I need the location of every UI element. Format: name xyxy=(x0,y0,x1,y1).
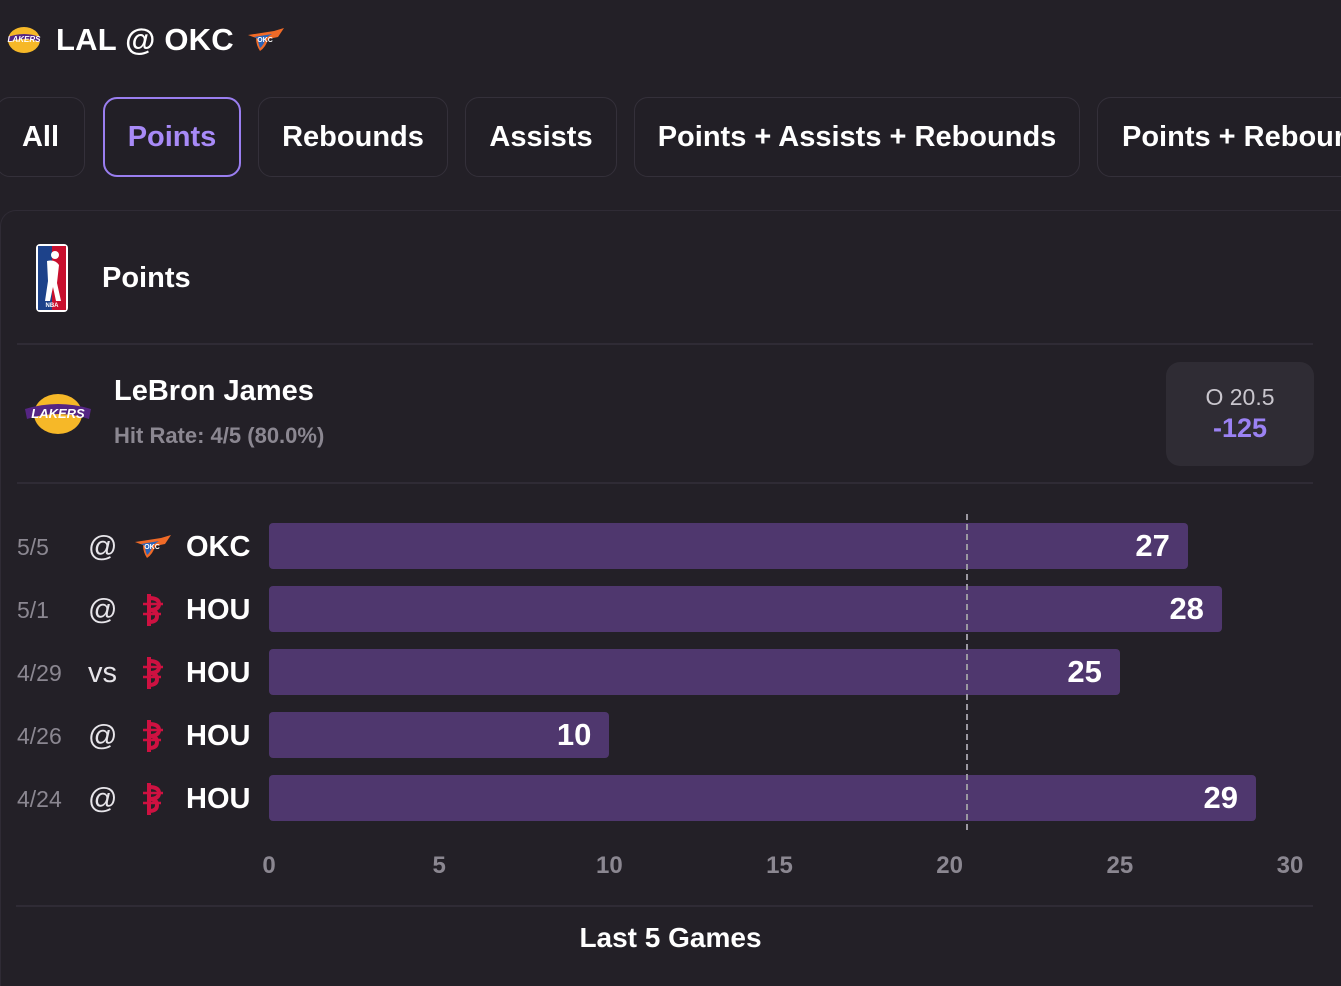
lakers-logo-icon: LAKERS xyxy=(8,27,42,53)
tab-label: Points xyxy=(127,120,217,153)
game-location: vs xyxy=(88,656,117,689)
chart-footer-label: Last 5 Games xyxy=(579,922,762,953)
rockets-logo-icon xyxy=(133,716,173,756)
nba-logo-icon: NBA xyxy=(36,244,68,312)
x-tick-label: 15 xyxy=(766,852,793,879)
hit-rate: Hit Rate: 4/5 (80.0%) xyxy=(114,423,325,448)
x-tick-label: 0 xyxy=(262,852,276,879)
game-location: @ xyxy=(88,782,118,815)
points-bar[interactable]: 27 xyxy=(269,523,1188,569)
player-divider xyxy=(17,482,1313,484)
x-tick-label: 25 xyxy=(1106,852,1134,879)
tab-label: All xyxy=(21,120,60,153)
tab-points-rebounds[interactable]: Points + Rebour xyxy=(1097,97,1341,177)
game-row-label: 4/29 vs HOU xyxy=(0,649,265,697)
lakers-logo-icon: LAKERS xyxy=(25,394,91,434)
odds-button[interactable]: O 20.5 -125 xyxy=(1166,362,1314,466)
opponent-abbr: HOU xyxy=(186,593,251,626)
game-row-label: 4/24 @ HOU xyxy=(0,775,265,823)
tab-label: Rebounds xyxy=(282,120,424,153)
game-date: 4/26 xyxy=(17,722,62,749)
points-bar[interactable]: 29 xyxy=(269,775,1256,821)
prop-line-marker xyxy=(965,514,968,830)
x-tick-label: 10 xyxy=(595,852,623,879)
game-date: 5/5 xyxy=(17,533,49,560)
bar-value-label: 29 xyxy=(1203,780,1238,815)
rockets-logo-icon xyxy=(133,653,173,693)
chart-footer-divider xyxy=(16,905,1313,907)
tab-points-assists-rebounds[interactable]: Points + Assists + Rebounds xyxy=(634,97,1080,177)
tab-rebounds[interactable]: Rebounds xyxy=(258,97,448,177)
game-row-label: 5/5 @ OKC OKC xyxy=(0,523,265,571)
card-header: NBA Points xyxy=(35,243,191,313)
game-location: @ xyxy=(88,530,118,563)
thunder-logo-icon: OKC xyxy=(247,28,284,51)
game-location: @ xyxy=(88,719,118,752)
svg-text:LAKERS: LAKERS xyxy=(31,406,85,421)
matchup-title: LAL @ OKC xyxy=(56,22,234,57)
points-bar[interactable]: 28 xyxy=(269,586,1222,632)
opponent-abbr: HOU xyxy=(186,656,251,689)
tab-label: Points + Assists + Rebounds xyxy=(657,120,1057,153)
market-tabs: All Points Rebounds Assists Points + Ass… xyxy=(0,97,1341,177)
thunder-logo-icon: OKC xyxy=(133,527,173,567)
svg-text:LAKERS: LAKERS xyxy=(8,35,42,44)
tab-label: Points + Rebour xyxy=(1122,120,1341,153)
rockets-logo-icon xyxy=(133,779,173,819)
x-tick-label: 30 xyxy=(1276,852,1304,879)
prop-card: NBA Points LAKERS LeBron James Hit Rate:… xyxy=(0,210,1341,986)
player-name[interactable]: LeBron James xyxy=(114,375,314,407)
odds-price: -125 xyxy=(1212,413,1268,443)
points-bar[interactable]: 10 xyxy=(269,712,610,758)
opponent-abbr: OKC xyxy=(186,530,251,563)
game-row-label: 4/26 @ HOU xyxy=(0,712,265,760)
game-header: LAKERS LAL @ OKC OKC xyxy=(0,14,286,66)
odds-line: O 20.5 xyxy=(1205,384,1275,410)
opponent-abbr: HOU xyxy=(186,719,251,752)
opponent-abbr: HOU xyxy=(186,782,251,815)
svg-text:OKC: OKC xyxy=(144,544,160,551)
tab-label: Assists xyxy=(489,120,593,153)
tab-points[interactable]: Points xyxy=(103,97,241,177)
game-location: @ xyxy=(88,593,118,626)
tab-all[interactable]: All xyxy=(0,97,85,177)
points-bar[interactable]: 25 xyxy=(269,649,1120,695)
game-date: 4/29 xyxy=(17,659,62,686)
x-tick-label: 20 xyxy=(936,852,964,879)
game-row-label: 5/1 @ HOU xyxy=(0,586,265,634)
svg-text:OKC: OKC xyxy=(257,37,273,44)
svg-text:NBA: NBA xyxy=(46,303,60,309)
game-date: 5/1 xyxy=(17,596,49,623)
game-date: 4/24 xyxy=(17,785,62,812)
bar-value-label: 10 xyxy=(556,717,592,752)
card-divider xyxy=(17,343,1313,345)
bar-value-label: 25 xyxy=(1067,654,1102,689)
bar-value-label: 27 xyxy=(1135,528,1170,563)
bar-value-label: 28 xyxy=(1169,591,1204,626)
rockets-logo-icon xyxy=(133,590,173,630)
tab-assists[interactable]: Assists xyxy=(465,97,617,177)
last-games-chart: 5/5 @ OKC OKC 27 5/1 @ HOU 28 4/29 vs HOU 25 4/26 @ HOU… xyxy=(0,510,1341,890)
x-tick-label: 5 xyxy=(432,852,446,879)
card-title: Points xyxy=(102,261,191,294)
